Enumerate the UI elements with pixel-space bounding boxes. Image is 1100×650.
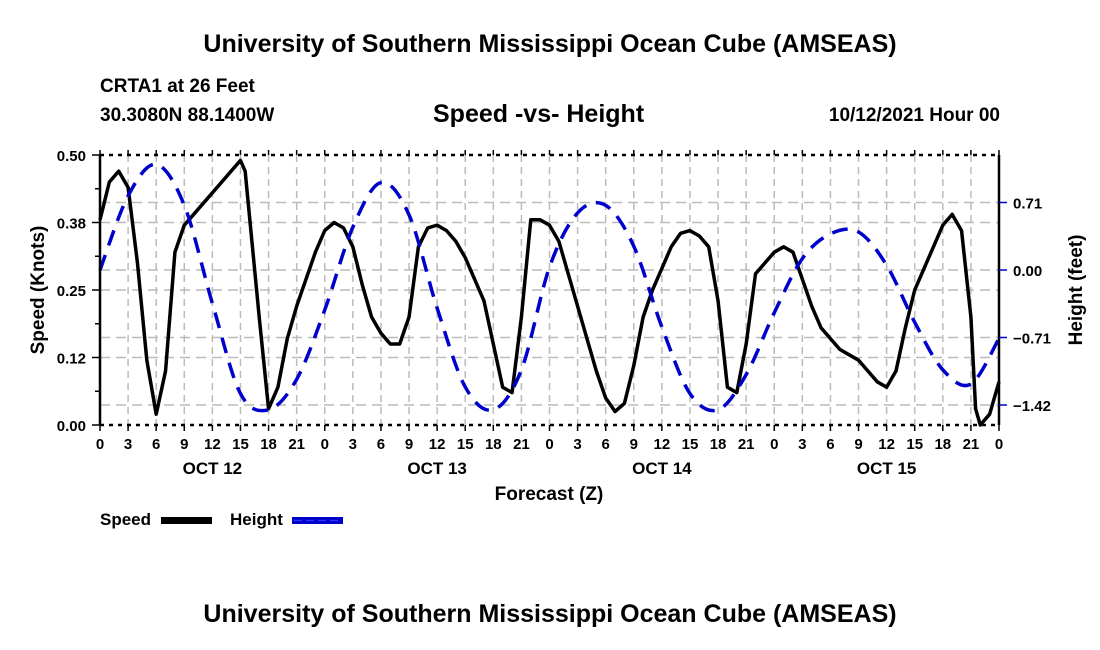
x-tick-label: 0: [321, 436, 329, 453]
x-tick-label: 15: [232, 436, 249, 453]
x-tick-label: 21: [963, 436, 980, 453]
legend-swatch-speed: [161, 517, 212, 524]
station-label: CRTA1 at 26 Feet: [100, 76, 255, 97]
x-tick-label: 9: [180, 436, 188, 453]
legend-swatch-height: [292, 517, 343, 524]
y2-tick-label: 0.00: [1013, 263, 1042, 280]
x-tick-label: 18: [485, 436, 502, 453]
footer-title: University of Southern Mississippi Ocean…: [203, 600, 897, 628]
series-line-height: [98, 162, 1001, 413]
x-tick-label: 12: [878, 436, 895, 453]
chart-title: Speed -vs- Height: [433, 100, 645, 128]
x-tick-label: 18: [710, 436, 727, 453]
main-title: University of Southern Mississippi Ocean…: [203, 30, 897, 58]
x-day-label: OCT 14: [632, 459, 692, 478]
coordinates-label: 30.3080N 88.1400W: [100, 105, 275, 126]
legend-label-height: Height: [230, 510, 283, 529]
y-tick-label: 0.12: [57, 351, 86, 368]
y2-axis-title: Height (feet): [1066, 235, 1087, 346]
x-tick-label: 15: [457, 436, 474, 453]
x-tick-label: 3: [798, 436, 806, 453]
x-tick-label: 12: [204, 436, 221, 453]
x-tick-label: 3: [349, 436, 357, 453]
x-day-label: OCT 13: [407, 459, 467, 478]
x-tick-label: 18: [260, 436, 277, 453]
x-tick-label: 12: [429, 436, 446, 453]
series-layer: [98, 158, 1001, 427]
y-tick-label: 0.50: [57, 148, 86, 165]
series-line-speed: [98, 158, 1001, 427]
x-tick-label: 18: [934, 436, 951, 453]
x-tick-label: 6: [152, 436, 160, 453]
y2-tick-label: −1.42: [1013, 398, 1051, 415]
y-tick-label: 0.25: [57, 283, 86, 300]
x-tick-label: 6: [602, 436, 610, 453]
x-tick-label: 15: [682, 436, 699, 453]
y-tick-label: 0.00: [57, 418, 86, 435]
x-tick-label: 6: [377, 436, 385, 453]
x-axis-title: Forecast (Z): [495, 484, 604, 505]
x-tick-label: 9: [630, 436, 638, 453]
x-tick-label: 3: [573, 436, 581, 453]
forecast-datetime: 10/12/2021 Hour 00: [828, 105, 1000, 126]
x-day-label: OCT 12: [183, 459, 243, 478]
x-tick-label: 15: [906, 436, 923, 453]
x-tick-label: 0: [770, 436, 778, 453]
x-tick-label: 21: [513, 436, 530, 453]
x-tick-label: 12: [654, 436, 671, 453]
axis-labels: 0 3 6 9 12 15 18 21 0 3 6 9 12 15 18 21 0 3 6 9 12 15 18 21 0 3 6 9…: [57, 148, 1051, 478]
x-tick-label: 0: [96, 436, 104, 453]
y-axis-title: Speed (Knots): [28, 226, 49, 355]
y-tick-label: 0.38: [57, 216, 86, 233]
y2-tick-label: −0.71: [1013, 331, 1051, 348]
x-tick-label: 9: [854, 436, 862, 453]
legend: Speed Height: [100, 510, 343, 529]
x-tick-label: 9: [405, 436, 413, 453]
grid: [100, 155, 999, 425]
legend-label-speed: Speed: [100, 510, 151, 529]
x-tick-label: 21: [738, 436, 755, 453]
axes: [92, 150, 1007, 431]
x-tick-label: 21: [288, 436, 305, 453]
x-tick-label: 0: [995, 436, 1003, 453]
x-tick-label: 6: [826, 436, 834, 453]
y2-tick-label: 0.71: [1013, 196, 1042, 213]
x-tick-label: 0: [545, 436, 553, 453]
x-tick-label: 3: [124, 436, 132, 453]
x-day-label: OCT 15: [857, 459, 917, 478]
